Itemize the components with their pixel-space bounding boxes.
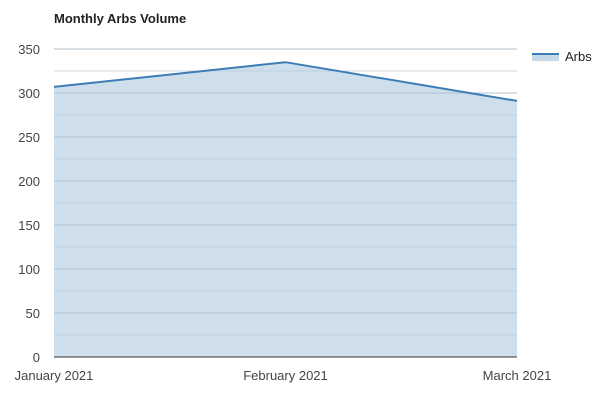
y-tick-label: 350 bbox=[18, 42, 40, 57]
y-tick-label: 100 bbox=[18, 262, 40, 277]
chart-title: Monthly Arbs Volume bbox=[54, 11, 187, 26]
y-tick-label: 150 bbox=[18, 218, 40, 233]
x-axis: January 2021 February 2021 March 2021 bbox=[15, 368, 552, 383]
y-tick-label: 50 bbox=[26, 306, 40, 321]
legend-swatch-fill bbox=[532, 54, 559, 61]
x-tick-label: February 2021 bbox=[243, 368, 328, 383]
y-tick-label: 0 bbox=[33, 350, 40, 365]
y-tick-label: 200 bbox=[18, 174, 40, 189]
legend-label: Arbs bbox=[565, 49, 592, 64]
series-area bbox=[53, 48, 518, 358]
x-tick-label: March 2021 bbox=[483, 368, 552, 383]
series-area-fill bbox=[54, 62, 517, 357]
x-tick-label: January 2021 bbox=[15, 368, 94, 383]
y-tick-label: 300 bbox=[18, 86, 40, 101]
legend: Arbs bbox=[532, 49, 592, 64]
y-tick-label: 250 bbox=[18, 130, 40, 145]
y-axis: 0 50 100 150 200 250 300 350 bbox=[18, 42, 40, 365]
